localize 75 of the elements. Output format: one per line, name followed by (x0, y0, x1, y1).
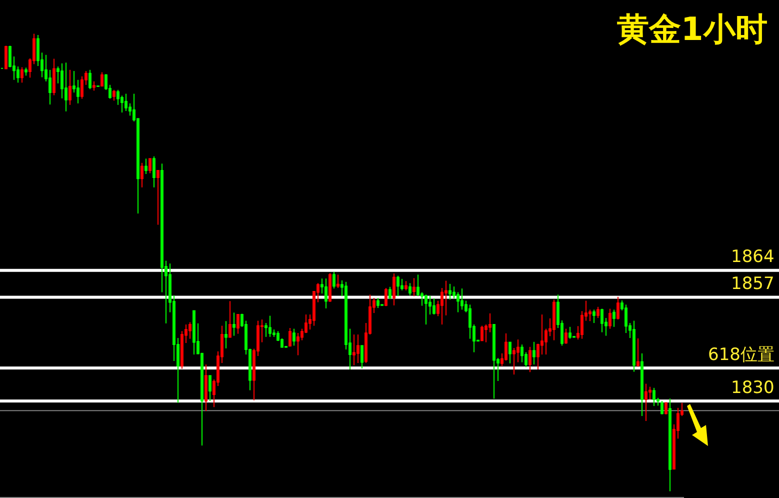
candlestick (532, 341, 536, 365)
candlestick (360, 345, 364, 369)
candlestick (396, 275, 400, 297)
candlestick (412, 278, 416, 297)
ref-line-label: 1857 (731, 274, 774, 294)
candlestick (152, 156, 156, 188)
candlestick (236, 314, 240, 334)
candlestick (424, 294, 428, 326)
candlestick (288, 328, 292, 347)
candlestick (616, 296, 620, 320)
candlestick (332, 271, 336, 289)
candlestick (356, 334, 360, 364)
candlestick (64, 62, 68, 112)
candlestick (404, 280, 408, 291)
candlestick (384, 288, 388, 307)
candlestick (68, 69, 72, 106)
candlestick (4, 45, 8, 70)
chart-title: 黄金1小时 (617, 10, 768, 48)
candlestick (552, 299, 556, 341)
candlestick (664, 402, 668, 415)
candlestick (592, 309, 596, 324)
candlestick (156, 170, 160, 226)
candlestick (292, 328, 296, 346)
candlestick (144, 158, 148, 174)
ref-line-label: 618位置 (708, 345, 774, 365)
candlestick (632, 320, 636, 372)
candlestick (596, 306, 600, 319)
candlestick (148, 158, 152, 174)
candlestick (328, 272, 332, 302)
candlestick (112, 89, 116, 102)
candlestick (224, 320, 228, 349)
candlestick (228, 300, 232, 338)
candlestick (448, 283, 452, 300)
candlestick (640, 352, 644, 416)
candlestick (568, 326, 572, 340)
candlestick (528, 346, 532, 373)
candlestick (52, 58, 56, 96)
candlestick (20, 66, 24, 84)
candlestick (660, 400, 664, 415)
candlestick (376, 298, 380, 309)
candlestick (324, 278, 328, 309)
candlestick (668, 398, 672, 492)
candlestick (520, 344, 524, 363)
candlestick (608, 308, 612, 330)
candlestick (352, 334, 356, 366)
candlestick (492, 324, 496, 400)
ref-line-label: 1830 (731, 378, 774, 398)
candlestick (600, 308, 604, 333)
candlestick (408, 282, 412, 296)
candlestick (232, 312, 236, 336)
candlestick (636, 338, 640, 368)
candlestick (188, 322, 192, 340)
candlestick (392, 272, 396, 306)
candlestick (296, 332, 300, 356)
candlestick (140, 162, 144, 188)
ref-line-label: 1864 (731, 247, 774, 267)
candlestick (24, 67, 28, 76)
candlestick (268, 315, 272, 338)
candlestick (644, 383, 648, 422)
candlestick (336, 274, 340, 289)
candlestick (92, 80, 96, 92)
candlestick (192, 310, 196, 356)
candlestick (124, 93, 128, 112)
candlestick (460, 288, 464, 310)
candlestick (100, 72, 104, 87)
candlestick (508, 342, 512, 364)
candlestick (204, 364, 208, 412)
candlestick (388, 286, 392, 300)
candlestick (564, 328, 568, 344)
candlestick (88, 69, 92, 90)
candlestick (432, 298, 436, 316)
candlestick (612, 309, 616, 328)
candlestick (208, 375, 212, 402)
candlestick (480, 325, 484, 342)
candlestick (652, 387, 656, 406)
